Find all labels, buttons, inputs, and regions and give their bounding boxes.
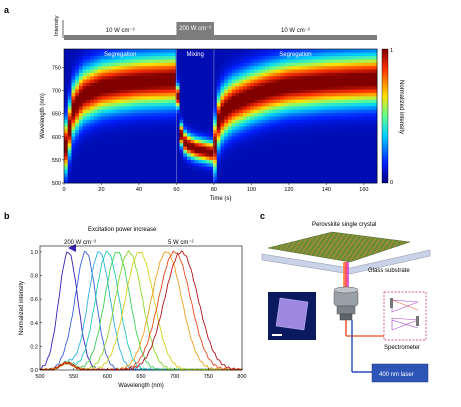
panel-a-label: a <box>4 5 10 15</box>
y-tick-label: 0.6 <box>30 297 38 303</box>
objective-lens <box>333 286 359 321</box>
power-label: 10 W cm⁻² <box>281 28 310 34</box>
spectra-axes: 500 550 600 650 700 750 800 0.0 0.2 0.4 0.6 0.8 1.0 W… <box>19 245 247 389</box>
power-left-label: 200 W cm⁻² <box>64 240 96 246</box>
x-tick-label: 0 <box>62 187 65 193</box>
x-tick-label: 650 <box>136 374 145 380</box>
power-segment <box>64 35 177 40</box>
x-tick-label: 60 <box>173 187 179 193</box>
y-tick-label: 500 <box>52 181 61 187</box>
power-segment <box>213 35 377 40</box>
spectrum-series <box>39 250 242 371</box>
heatmap-axes: 0 20 40 60 80 100 120 140 160 500 550 600 650 700 750 T… <box>40 48 378 202</box>
x-tick-label: 750 <box>204 374 213 380</box>
y-tick-label: 0.2 <box>30 344 38 350</box>
crystal-photo-inset <box>268 292 316 340</box>
spectrometer-optics <box>390 298 419 331</box>
x-tick-label: 20 <box>98 187 104 193</box>
y-tick-label: 550 <box>52 158 61 164</box>
colorbar <box>381 48 389 184</box>
beam-column <box>343 262 349 296</box>
x-tick-label: 800 <box>237 374 246 380</box>
y-tick-label: 0.0 <box>30 368 38 374</box>
spectrum-series <box>39 250 243 371</box>
heatmap: Segregation Mixing Segregation <box>64 49 378 184</box>
spectrometer-label: Spectrometer <box>384 345 420 351</box>
excitation-power-bar: 10 W cm⁻² 200 W cm⁻² 10 W cm⁻² <box>64 22 377 40</box>
spectrum-series <box>39 251 243 371</box>
spectrum-series <box>39 250 243 371</box>
y-tick-label: 0.8 <box>30 274 38 280</box>
x-tick-label: 160 <box>359 187 368 193</box>
spectrometer-box <box>383 291 427 341</box>
region-label: Mixing <box>187 52 204 58</box>
x-tick-label: 500 <box>35 374 44 380</box>
spectra-ylabel: Normalized intensity <box>19 281 25 335</box>
perovskite-crystal <box>267 231 411 263</box>
laser-box <box>371 363 429 383</box>
glass-label: Glass substrate <box>368 268 410 274</box>
crystal-photo <box>275 297 309 331</box>
heatmap-ylabel: Wavelength (nm) <box>40 93 46 138</box>
y-tick-label: 600 <box>52 135 61 141</box>
region-label: Segregation <box>104 52 136 58</box>
spectra-title: Excitation power increase <box>88 227 157 233</box>
x-tick-label: 120 <box>284 187 293 193</box>
spectra-plot <box>39 250 243 371</box>
region-label: Segregation <box>279 52 311 58</box>
colorbar-label: Normalized intensity <box>398 80 404 134</box>
power-label: 200 W cm⁻² <box>179 26 211 32</box>
y-tick-label: 700 <box>52 89 61 95</box>
spectrum-series <box>39 250 243 371</box>
spectrum-series <box>39 250 242 371</box>
x-tick-label: 80 <box>211 187 217 193</box>
panel-c-label: c <box>260 211 265 221</box>
y-tick-label: 1.0 <box>30 250 38 256</box>
x-tick-label: 550 <box>69 374 78 380</box>
spectrum-series <box>39 250 243 371</box>
colorbar-min-label: 0 <box>390 180 393 186</box>
x-tick-label: 600 <box>103 374 112 380</box>
colorbar-max-label: 1 <box>390 48 393 54</box>
y-tick-label: 750 <box>52 65 61 71</box>
x-tick-label: 40 <box>136 187 142 193</box>
x-tick-label: 140 <box>322 187 331 193</box>
power-label: 10 W cm⁻² <box>106 28 135 34</box>
y-tick-label: 650 <box>52 112 61 118</box>
power-segment <box>176 22 214 40</box>
spectrum-series <box>39 250 243 371</box>
x-tick-label: 700 <box>170 374 179 380</box>
x-tick-label: 100 <box>247 187 256 193</box>
crystal-label: Perovskite single crystal <box>312 222 376 228</box>
power-right-label: 5 W cm⁻² <box>168 240 194 246</box>
heatmap-xlabel: Time (s) <box>210 196 232 202</box>
panel-b-label: b <box>4 211 10 221</box>
y-tick-label: 0.4 <box>30 321 38 327</box>
spectrum-series <box>39 251 243 371</box>
scale-bar <box>272 334 282 336</box>
spectrum-series <box>40 251 243 371</box>
spectra-xlabel: Wavelength (nm) <box>118 383 163 389</box>
intensity-axis-label: Intensity <box>54 15 60 36</box>
laser-label: 400 nm laser <box>379 372 414 378</box>
